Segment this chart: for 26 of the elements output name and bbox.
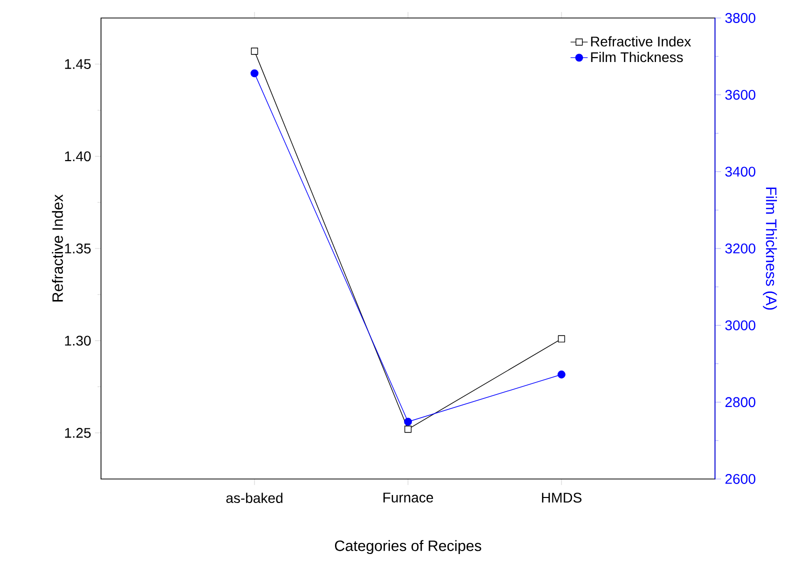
y2-tick-label: 3400: [725, 166, 756, 177]
y2-axis-title: Film Thickness (A): [762, 188, 777, 310]
x-axis-title: Categories of Recipes: [334, 540, 482, 554]
y2-tick-label: 3000: [725, 320, 756, 330]
y2-tick-label: 2600: [725, 474, 756, 484]
y2-tick-label: 3600: [725, 90, 756, 100]
x-tick-label: HMDS: [542, 492, 582, 503]
x-tick-label: as-baked: [226, 492, 282, 504]
y-tick-label: 1.30: [65, 336, 91, 346]
y2-tick-label: 3800: [725, 13, 756, 23]
y-tick-label: 1.45: [65, 59, 91, 69]
y-tick-label: 1.35: [65, 244, 91, 254]
legend-label: Refractive Index: [591, 36, 692, 47]
x-tick-label: Furnace: [383, 492, 434, 502]
point: [404, 426, 412, 433]
point: [250, 69, 258, 78]
point: [558, 370, 566, 378]
y2-tick-label: 2800: [725, 397, 756, 408]
y2-tick-label: 3200: [725, 244, 756, 254]
point: [250, 48, 258, 55]
y-tick-label: 1.40: [65, 151, 91, 162]
y-tick-label: 1.25: [65, 428, 91, 438]
legend-label: Film Thickness: [591, 52, 683, 62]
point: [558, 335, 566, 342]
point: [404, 418, 412, 426]
y-axis-title: Refractive Index: [52, 194, 63, 302]
